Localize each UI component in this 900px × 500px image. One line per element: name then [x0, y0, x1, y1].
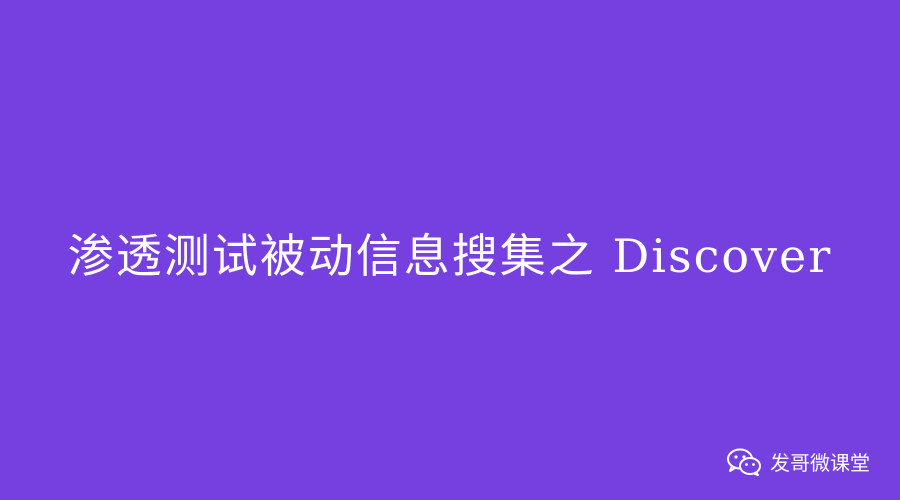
- wechat-icon: [727, 448, 761, 476]
- watermark: 发哥微课堂: [726, 447, 870, 476]
- cover-title: 渗透测试被动信息搜集之 Discover: [67, 229, 833, 283]
- watermark-text: 发哥微课堂: [770, 451, 870, 475]
